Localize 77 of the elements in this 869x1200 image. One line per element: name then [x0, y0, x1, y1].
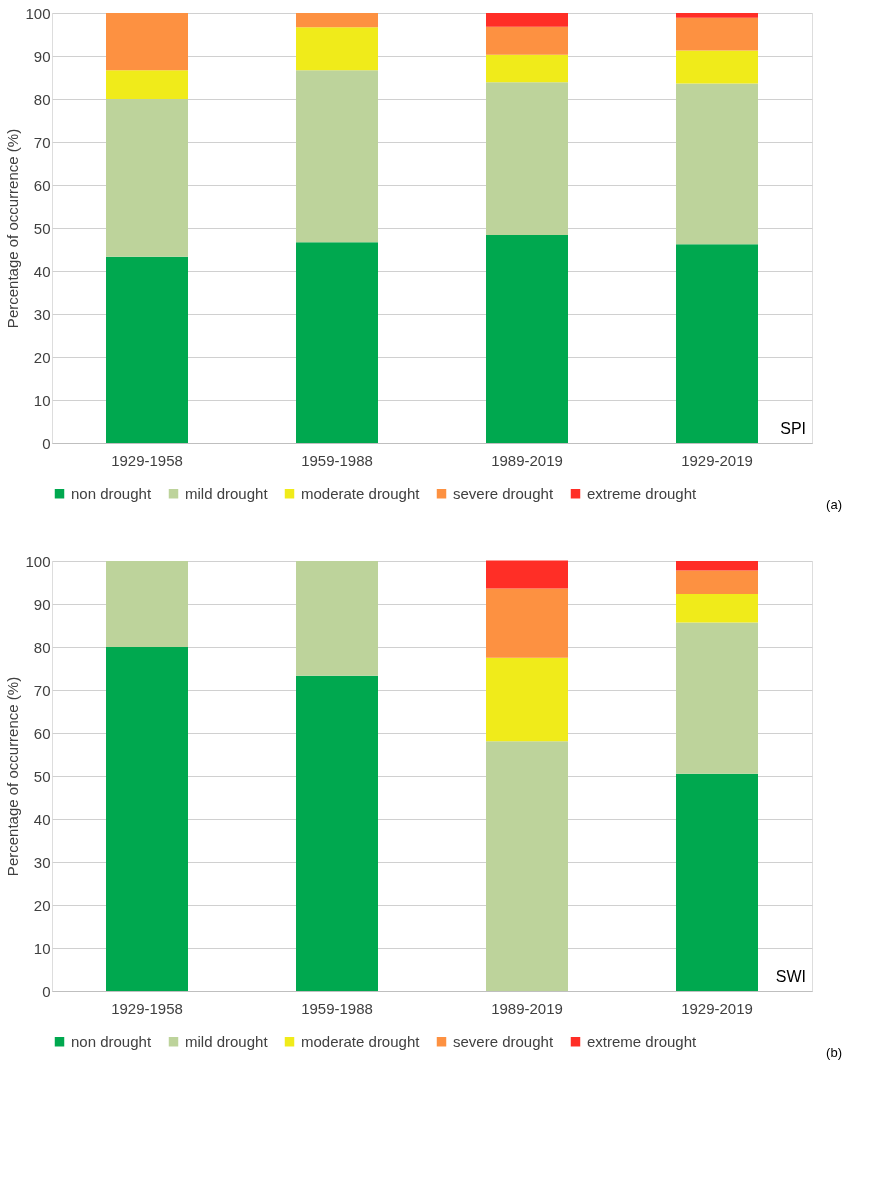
- bar: [106, 561, 188, 647]
- y-tick-label: 90: [33, 47, 51, 65]
- y-tick-label: 70: [33, 681, 51, 699]
- y-tick-label: 0: [42, 434, 51, 452]
- legend-label: non drought: [71, 484, 152, 502]
- x-tick-label: 1929-2019: [681, 999, 753, 1017]
- x-tick-label: 1989-2019: [491, 451, 563, 469]
- bar: [486, 13, 568, 27]
- y-axis-title: Percentage of occurrence (%): [4, 676, 22, 877]
- legend-label: extreme drought: [587, 484, 698, 502]
- bar: [486, 560, 568, 589]
- bar: [486, 588, 568, 658]
- legend-label: severe drought: [453, 1032, 554, 1050]
- x-tick-label: 1959-1988: [301, 451, 373, 469]
- y-tick-label: 70: [33, 133, 51, 151]
- bar: [676, 561, 758, 571]
- bar: [486, 657, 568, 742]
- y-tick-label: 100: [25, 552, 51, 570]
- bar: [676, 50, 758, 84]
- y-tick-label: 0: [42, 982, 51, 1000]
- bar: [296, 27, 378, 71]
- y-tick-label: 60: [33, 176, 51, 194]
- y-tick-label: 60: [33, 724, 51, 742]
- legend-label: moderate drought: [301, 1032, 421, 1050]
- legend-label: non drought: [71, 1032, 152, 1050]
- bar: [676, 773, 758, 991]
- x-tick-label: 1929-2019: [681, 451, 753, 469]
- bar: [676, 244, 758, 443]
- bar: [676, 594, 758, 623]
- bar: [486, 26, 568, 55]
- y-tick-label: 40: [33, 810, 51, 828]
- y-axis-title: Percentage of occurrence (%): [4, 128, 22, 329]
- bar: [296, 242, 378, 443]
- bar: [486, 741, 568, 991]
- y-tick-label: 80: [33, 638, 51, 656]
- bar: [676, 622, 758, 774]
- y-tick-label: 50: [33, 219, 51, 237]
- bar: [106, 99, 188, 257]
- bar: [486, 82, 568, 235]
- bar: [676, 570, 758, 595]
- y-tick-label: 10: [33, 391, 51, 409]
- legend-label: severe drought: [453, 484, 554, 502]
- bar: [106, 256, 188, 443]
- text: (b): [826, 1045, 842, 1060]
- bar: [676, 83, 758, 245]
- x-tick-label: 1929-1958: [111, 999, 183, 1017]
- annotation: SWI: [775, 968, 806, 985]
- x-tick-label: 1959-1988: [301, 999, 373, 1017]
- bar: [106, 13, 188, 71]
- y-tick-label: 20: [33, 348, 51, 366]
- y-tick-label: 40: [33, 262, 51, 280]
- y-tick-label: 20: [33, 896, 51, 914]
- bar: [486, 234, 568, 443]
- bar: [296, 70, 378, 243]
- legend-label: extreme drought: [587, 1032, 698, 1050]
- legend-label: moderate drought: [301, 484, 421, 502]
- y-tick-label: 90: [33, 595, 51, 613]
- bar: [106, 647, 188, 991]
- bar: [296, 13, 378, 28]
- bar: [106, 70, 188, 99]
- bar: [676, 17, 758, 51]
- x-tick-label: 1929-1958: [111, 451, 183, 469]
- bar: [296, 561, 378, 676]
- x-tick-label: 1989-2019: [491, 999, 563, 1017]
- y-tick-label: 100: [25, 4, 51, 22]
- y-tick-label: 50: [33, 767, 51, 785]
- bar: [296, 675, 378, 991]
- bar: [486, 54, 568, 83]
- y-tick-label: 30: [33, 853, 51, 871]
- annotation: SPI: [780, 420, 806, 437]
- legend-label: mild drought: [185, 484, 269, 502]
- legend-label: mild drought: [185, 1032, 269, 1050]
- y-tick-label: 80: [33, 90, 51, 108]
- y-tick-label: 10: [33, 939, 51, 957]
- text: (a): [826, 497, 842, 512]
- bar: [676, 13, 758, 18]
- y-tick-label: 30: [33, 305, 51, 323]
